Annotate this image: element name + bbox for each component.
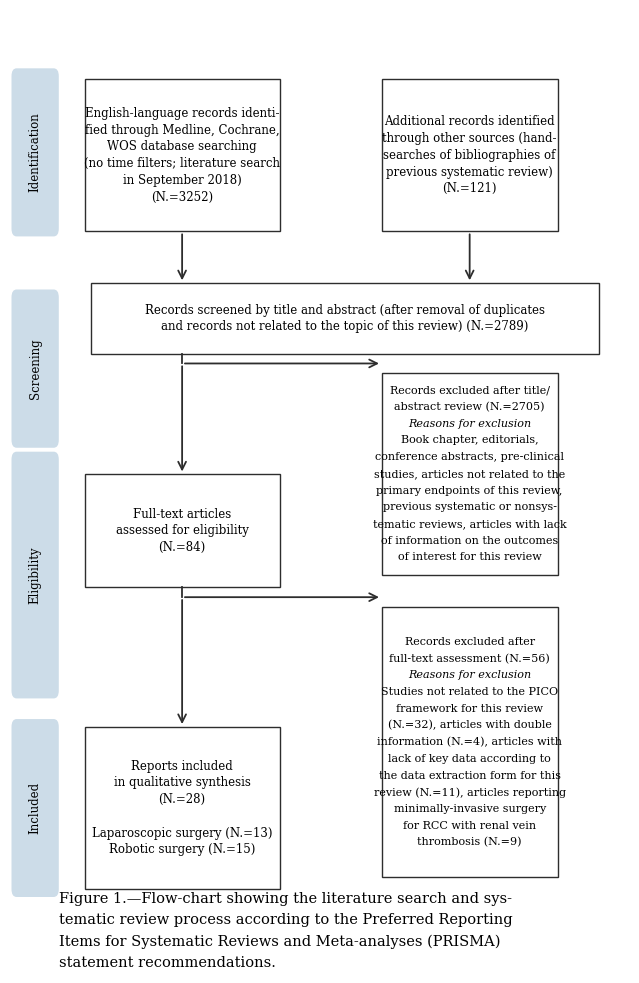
Text: previous systematic review): previous systematic review): [387, 165, 553, 179]
Text: studies, articles not related to the: studies, articles not related to the: [374, 469, 566, 479]
Text: (N.=84): (N.=84): [158, 541, 206, 554]
Text: Additional records identified: Additional records identified: [384, 115, 555, 129]
Text: through other sources (hand-: through other sources (hand-: [382, 132, 557, 145]
FancyBboxPatch shape: [84, 727, 280, 889]
Text: Screening: Screening: [29, 338, 42, 399]
Text: Studies not related to the PICO: Studies not related to the PICO: [381, 687, 558, 697]
Text: Reasons for exclusion: Reasons for exclusion: [408, 419, 531, 429]
FancyBboxPatch shape: [381, 374, 557, 574]
Text: Records screened by title and abstract (after removal of duplicates: Records screened by title and abstract (…: [145, 304, 545, 317]
Text: assessed for eligibility: assessed for eligibility: [116, 524, 249, 538]
Text: full-text assessment (N.=56): full-text assessment (N.=56): [389, 654, 550, 664]
FancyBboxPatch shape: [91, 283, 599, 354]
Text: statement recommendations.: statement recommendations.: [59, 956, 275, 970]
Text: framework for this review: framework for this review: [396, 704, 543, 714]
Text: Full-text articles: Full-text articles: [133, 507, 231, 521]
Text: Laparoscopic surgery (N.=13): Laparoscopic surgery (N.=13): [92, 827, 272, 839]
Text: in qualitative synthesis: in qualitative synthesis: [114, 777, 250, 789]
Text: Items for Systematic Reviews and Meta-analyses (PRISMA): Items for Systematic Reviews and Meta-an…: [59, 935, 500, 950]
Text: Included: Included: [29, 781, 42, 835]
Text: (N.=3252): (N.=3252): [151, 191, 213, 203]
FancyBboxPatch shape: [381, 80, 557, 232]
FancyBboxPatch shape: [12, 720, 59, 896]
Text: previous systematic or nonsys-: previous systematic or nonsys-: [383, 502, 557, 512]
Text: minimally-invasive surgery: minimally-invasive surgery: [394, 804, 546, 814]
Text: the data extraction form for this: the data extraction form for this: [379, 771, 560, 781]
Text: thrombosis (N.=9): thrombosis (N.=9): [417, 838, 522, 847]
Text: of information on the outcomes: of information on the outcomes: [381, 536, 558, 546]
Text: (N.=32), articles with double: (N.=32), articles with double: [388, 721, 551, 730]
Text: in September 2018): in September 2018): [123, 174, 242, 187]
Text: Robotic surgery (N.=15): Robotic surgery (N.=15): [109, 843, 256, 856]
Text: for RCC with renal vein: for RCC with renal vein: [403, 821, 536, 831]
Text: Identification: Identification: [29, 112, 42, 193]
Text: fied through Medline, Cochrane,: fied through Medline, Cochrane,: [85, 124, 279, 137]
Text: Records excluded after title/: Records excluded after title/: [390, 385, 550, 395]
Text: (N.=121): (N.=121): [442, 182, 497, 196]
Text: searches of bibliographies of: searches of bibliographies of: [383, 148, 556, 162]
Text: abstract review (N.=2705): abstract review (N.=2705): [394, 402, 545, 412]
Text: (N.=28): (N.=28): [158, 793, 206, 806]
Text: Reports included: Reports included: [131, 760, 233, 773]
FancyBboxPatch shape: [84, 474, 280, 587]
Text: conference abstracts, pre-clinical: conference abstracts, pre-clinical: [375, 452, 564, 462]
Text: tematic reviews, articles with lack: tematic reviews, articles with lack: [373, 519, 567, 529]
Text: review (N.=11), articles reporting: review (N.=11), articles reporting: [374, 787, 566, 797]
Text: of interest for this review: of interest for this review: [398, 552, 541, 562]
FancyBboxPatch shape: [381, 607, 557, 878]
Text: English-language records identi-: English-language records identi-: [85, 107, 279, 120]
FancyBboxPatch shape: [12, 452, 59, 698]
Text: lack of key data according to: lack of key data according to: [389, 754, 551, 764]
Text: tematic review process according to the Preferred Reporting: tematic review process according to the …: [59, 913, 512, 927]
FancyBboxPatch shape: [12, 290, 59, 448]
FancyBboxPatch shape: [84, 80, 280, 232]
Text: WOS database searching: WOS database searching: [107, 141, 257, 153]
Text: information (N.=4), articles with: information (N.=4), articles with: [377, 737, 562, 747]
FancyBboxPatch shape: [12, 69, 59, 237]
Text: (no time filters; literature search: (no time filters; literature search: [84, 157, 280, 170]
Text: Records excluded after: Records excluded after: [404, 637, 535, 647]
Text: Reasons for exclusion: Reasons for exclusion: [408, 670, 531, 680]
Text: and records not related to the topic of this review) (N.=2789): and records not related to the topic of …: [162, 320, 528, 333]
Text: Book chapter, editorials,: Book chapter, editorials,: [401, 435, 539, 445]
Text: Eligibility: Eligibility: [29, 547, 42, 604]
Text: primary endpoints of this review,: primary endpoints of this review,: [376, 486, 563, 495]
Text: Figure 1.—Flow-chart showing the literature search and sys-: Figure 1.—Flow-chart showing the literat…: [59, 892, 512, 905]
